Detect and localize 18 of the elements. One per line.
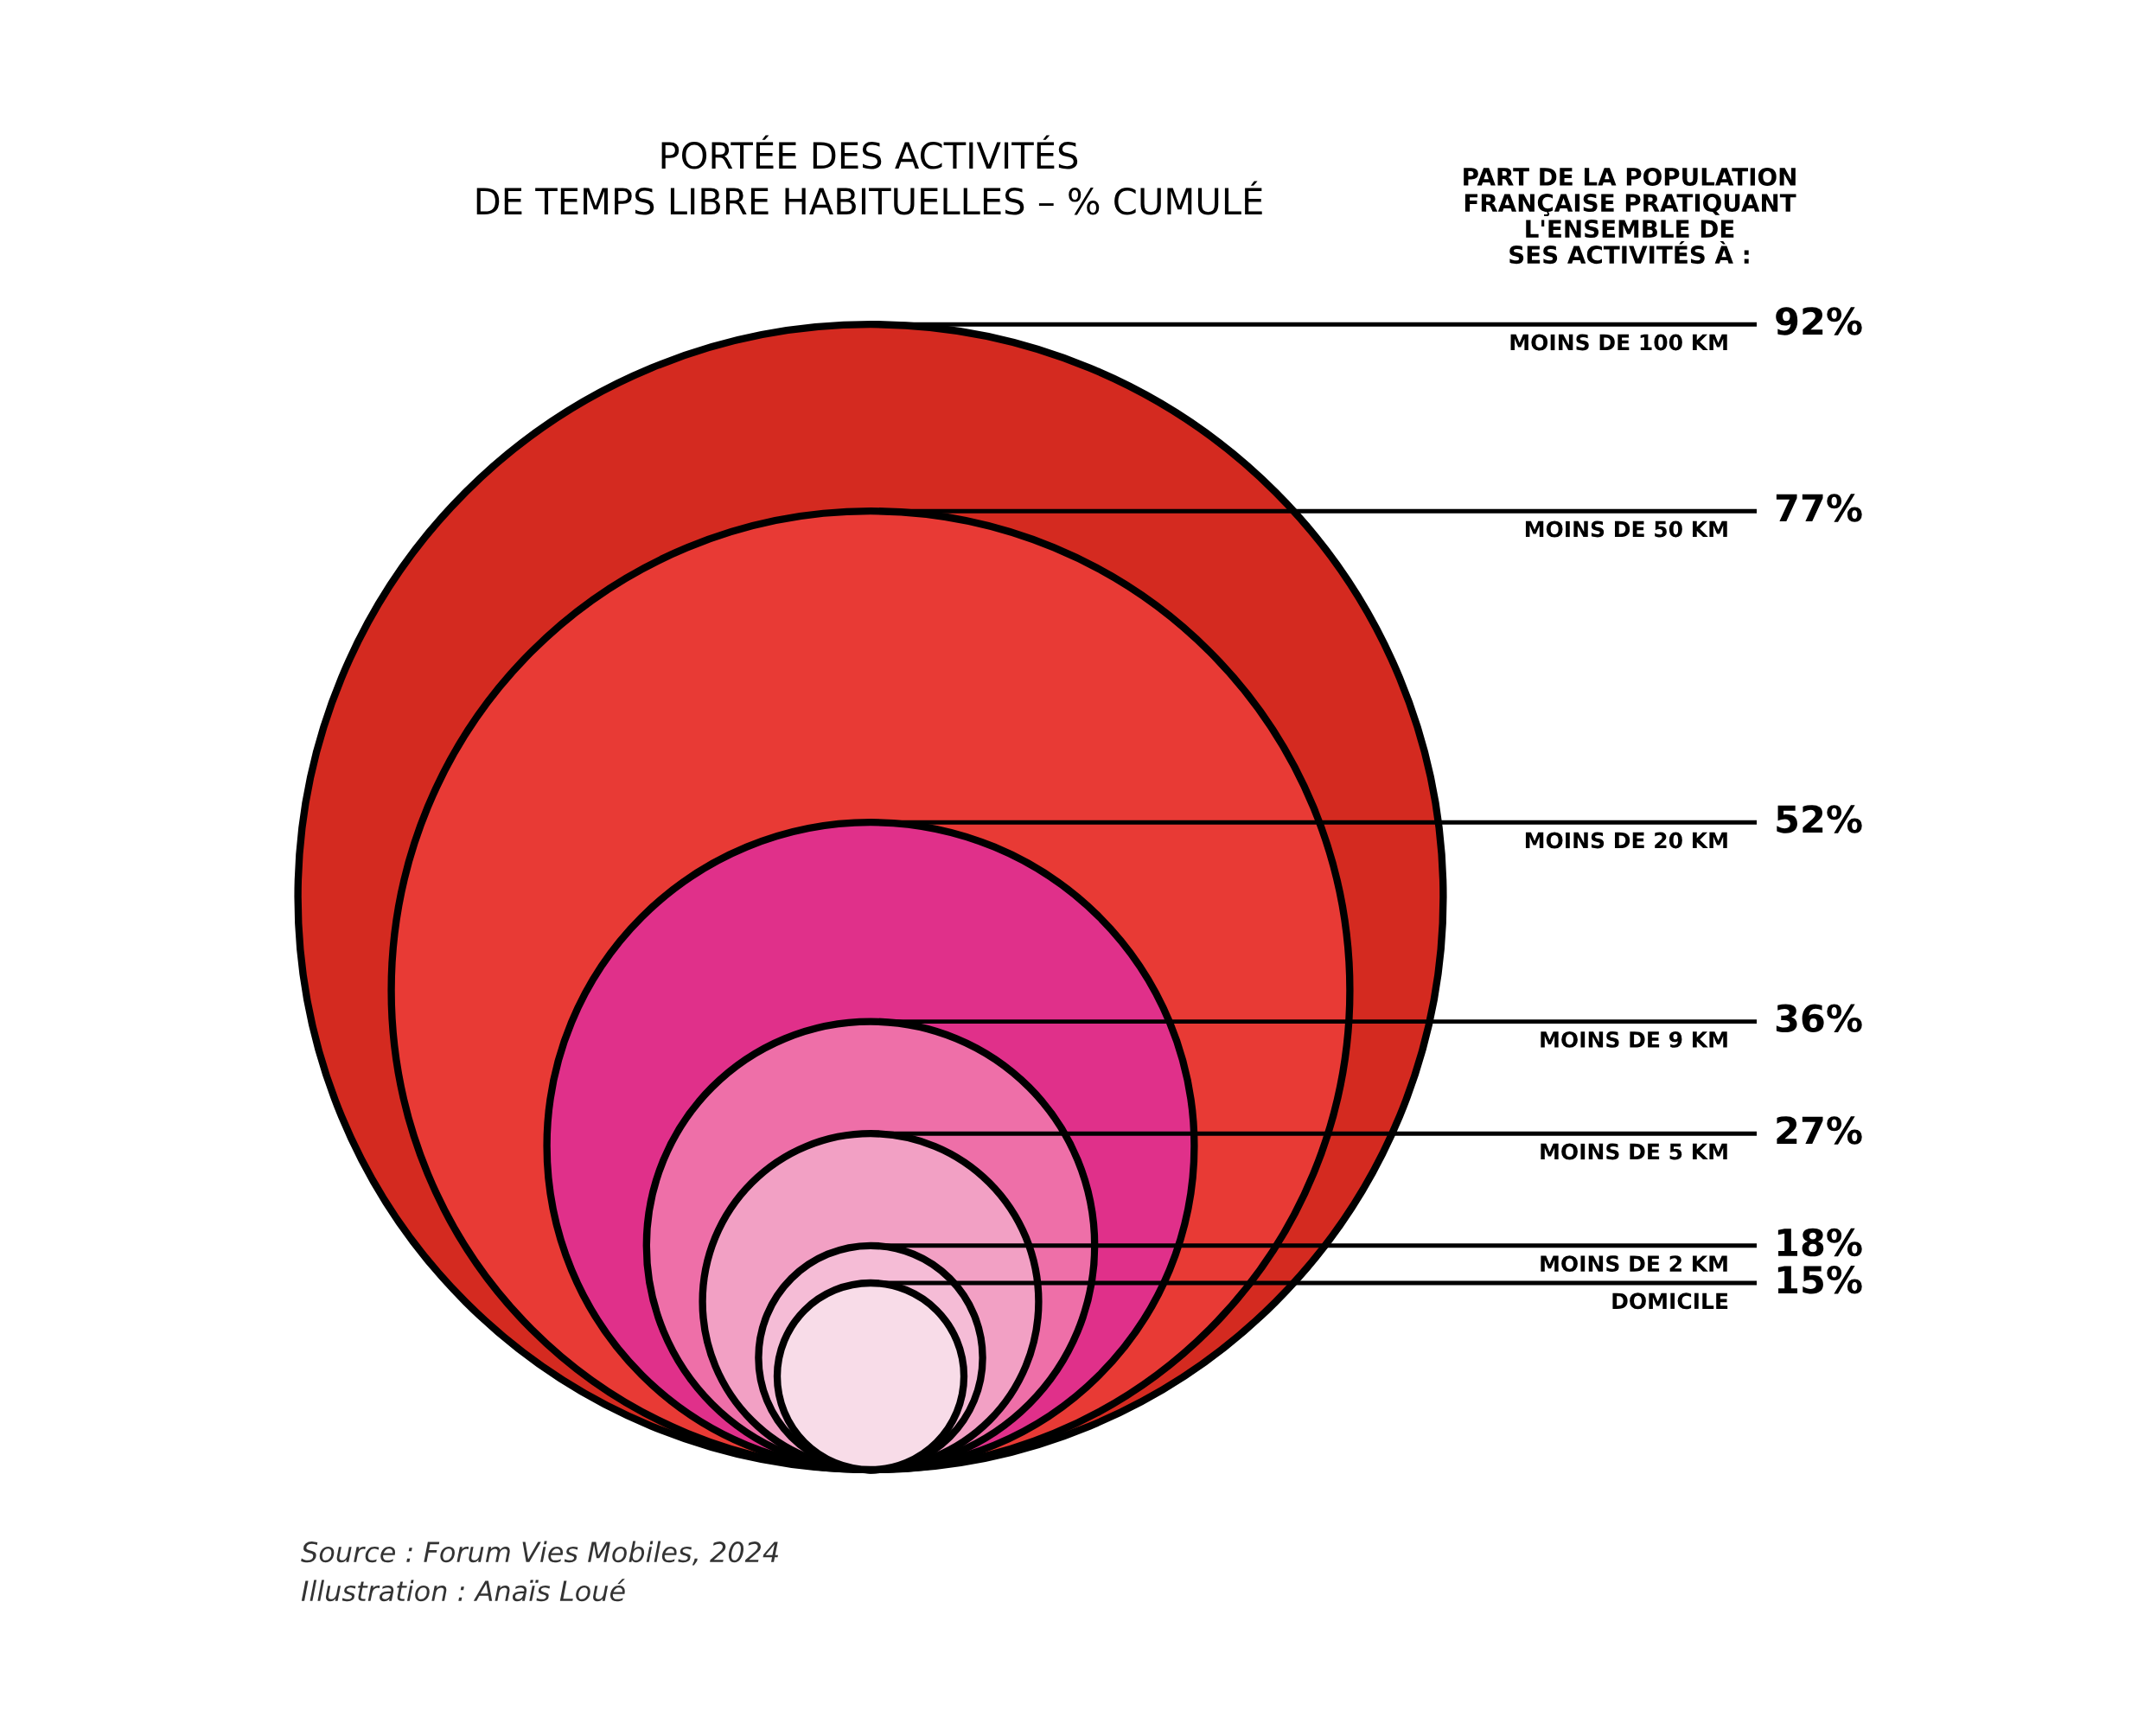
data-label: 15% [1777,1265,1862,1294]
data-label: 18% [1777,1228,1862,1257]
category-label: MOINS DE 50 KM [1525,520,1727,538]
source-note: Source : Forum Vies Mobiles, 2024 [301,1541,778,1566]
category-label: MOINS DE 5 KM [1541,1143,1727,1160]
data-label: 92% [1776,307,1862,335]
category-label: MOINS DE 2 KM [1541,1255,1727,1273]
legend-title: PART DE LA POPULATION FRANÇAISE PRATIQUANT L'ENSEMBLE DE SES ACTIVITÉS À : [1464,167,1796,265]
category-label: MOINS DE 100 KM [1510,334,1727,351]
data-label: 27% [1777,1116,1862,1145]
category-label: MOINS DE 9 KM [1541,1031,1727,1048]
data-label: 77% [1776,494,1862,522]
category-label: DOMICILE [1612,1292,1728,1310]
category-label: MOINS DE 20 KM [1525,832,1727,849]
text: PORTÉE DES ACTIVITÉS DE TEMPS LIBRE HABITUELLES – % CUMULÉ [476,135,1262,215]
data-label: 52% [1777,805,1862,833]
text: Illustration : Anaïs Loué [301,1579,625,1602]
data-label: 36% [1776,1004,1862,1033]
